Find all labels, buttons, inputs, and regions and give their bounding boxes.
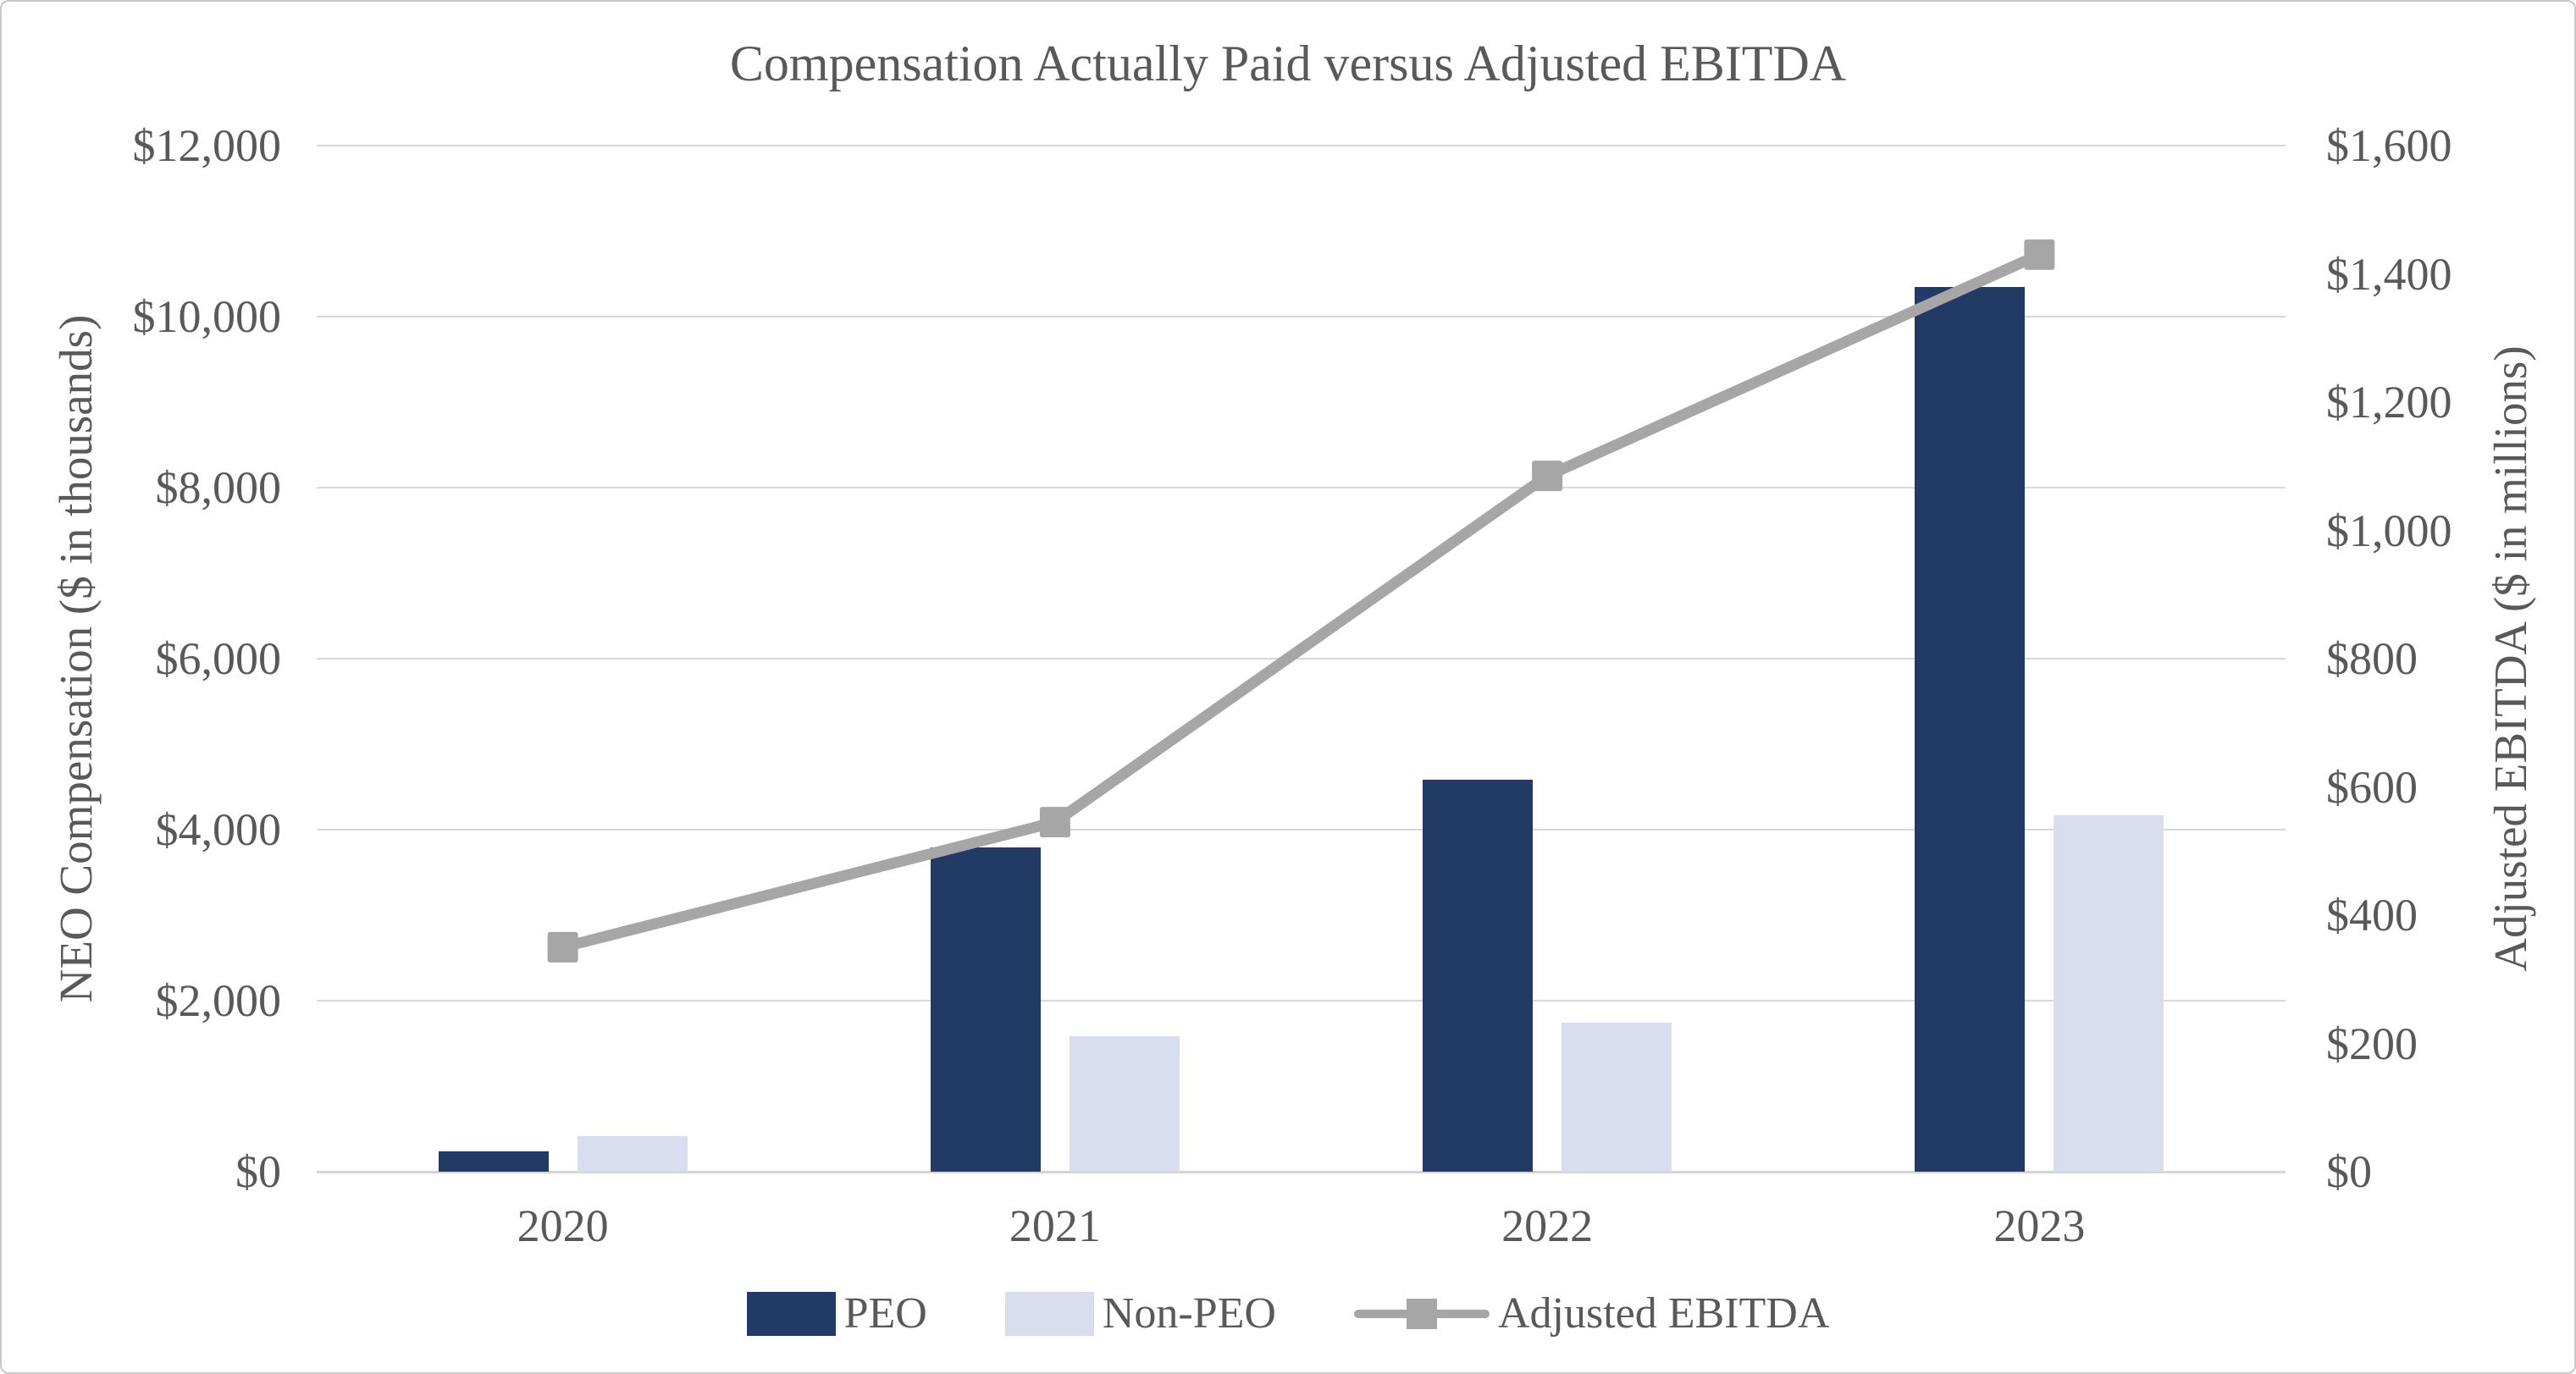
right-axis-tick: $1,000 xyxy=(2326,505,2452,556)
non-peo-swatch xyxy=(1004,1292,1094,1336)
gridline xyxy=(317,145,2286,146)
peo-swatch xyxy=(746,1292,836,1336)
left-axis-tick: $0 xyxy=(235,1146,281,1197)
legend-item-non-peo: Non-PEO xyxy=(1004,1288,1276,1339)
left-axis-tick: $10,000 xyxy=(132,291,282,342)
x-axis-label-2021: 2021 xyxy=(1009,1200,1101,1251)
adjusted-ebitda-marker-2021 xyxy=(1039,807,1070,838)
right-axis-tick: $1,400 xyxy=(2326,248,2452,300)
bar-peo-2020 xyxy=(438,1151,549,1172)
square-marker-icon xyxy=(1406,1299,1437,1329)
left-axis-tick: $6,000 xyxy=(155,633,282,684)
x-axis-label-2022: 2022 xyxy=(1501,1200,1594,1251)
adjusted-ebitda-marker-2020 xyxy=(547,931,578,963)
left-axis-tick: $8,000 xyxy=(155,462,282,513)
left-axis-tick: $12,000 xyxy=(132,120,282,171)
right-axis-title: Adjusted EBITDA ($ in millions) xyxy=(2485,345,2536,972)
right-axis-tick: $1,200 xyxy=(2326,377,2452,428)
gridline xyxy=(317,1000,2286,1002)
bar-peo-2022 xyxy=(1423,780,1534,1172)
legend-item-adjusted-ebitda: Adjusted EBITDA xyxy=(1353,1288,1830,1339)
bar-non-peo-2023 xyxy=(2054,814,2164,1172)
right-axis-tick: $600 xyxy=(2326,761,2418,813)
bar-non-peo-2022 xyxy=(1562,1023,1672,1172)
x-axis-line xyxy=(317,1171,2286,1173)
legend-item-peo: PEO xyxy=(746,1288,927,1339)
adjusted-ebitda-line-swatch xyxy=(1353,1295,1490,1333)
x-axis-label-2023: 2023 xyxy=(1993,1200,2086,1251)
left-axis-tick: $4,000 xyxy=(155,804,282,855)
legend-label-peo: PEO xyxy=(843,1289,927,1338)
x-axis-label-2020: 2020 xyxy=(517,1200,609,1251)
chart-title: Compensation Actually Paid versus Adjust… xyxy=(729,36,1847,91)
legend-label-non-peo: Non-PEO xyxy=(1102,1289,1276,1338)
right-axis-tick: $400 xyxy=(2326,890,2418,941)
legend: PEO Non-PEO Adjusted EBITDA xyxy=(2,1288,2574,1339)
bar-peo-2021 xyxy=(930,847,1041,1172)
left-axis-tick: $2,000 xyxy=(155,975,282,1026)
legend-label-adjusted-ebitda: Adjusted EBITDA xyxy=(1497,1289,1830,1338)
right-axis-tick: $0 xyxy=(2326,1146,2372,1197)
bar-non-peo-2021 xyxy=(1069,1036,1180,1172)
adjusted-ebitda-marker-2023 xyxy=(2024,239,2055,270)
bar-peo-2023 xyxy=(1915,286,2026,1172)
adjusted-ebitda-line xyxy=(561,249,2043,953)
right-axis-tick: $800 xyxy=(2326,633,2418,684)
right-axis-tick: $1,600 xyxy=(2326,120,2452,171)
right-axis-tick: $200 xyxy=(2326,1018,2418,1069)
bar-non-peo-2020 xyxy=(577,1135,688,1172)
